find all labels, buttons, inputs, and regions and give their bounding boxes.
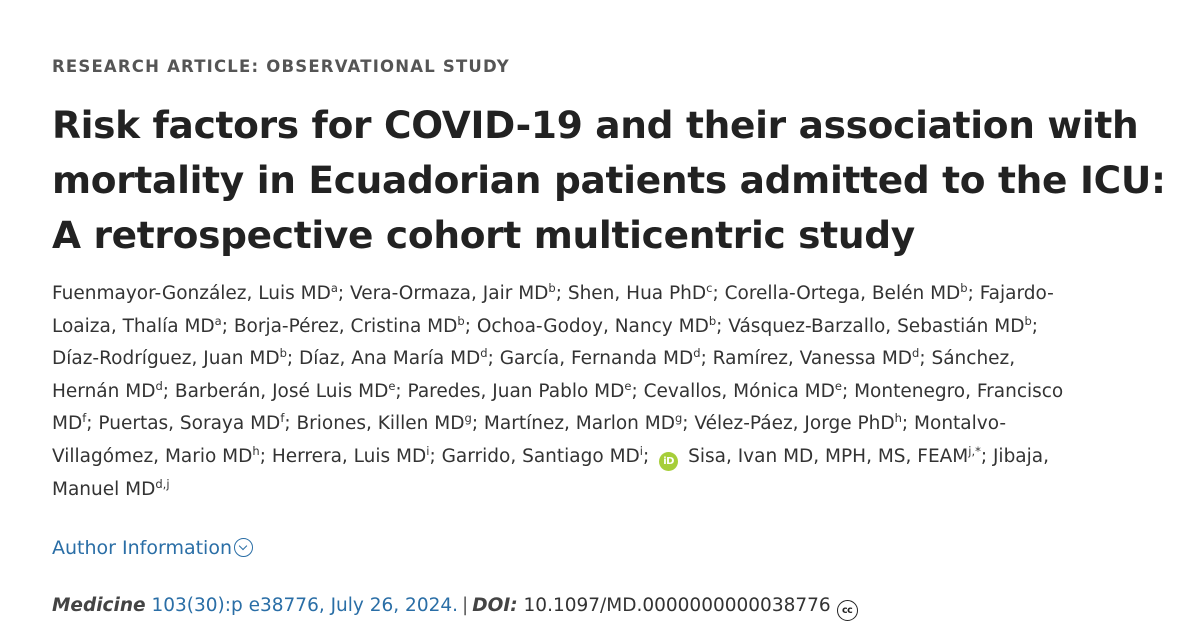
affiliation-sup: e xyxy=(834,378,842,393)
citation-separator: | xyxy=(462,595,469,616)
author-text[interactable]: ; Herrera, Luis MD xyxy=(259,445,427,467)
doi-value[interactable]: 10.1097/MD.0000000000038776 xyxy=(523,595,831,616)
affiliation-sup: b xyxy=(708,313,717,328)
author-text[interactable]: ; Puertas, Soraya MD xyxy=(86,413,281,435)
author-text[interactable]: ; Barberán, José Luis MD xyxy=(162,380,389,402)
affiliation-sup: e xyxy=(388,378,396,393)
orcid-icon[interactable]: iD xyxy=(659,451,679,471)
author-text[interactable]: ; Shen, Hua PhD xyxy=(555,283,707,304)
affiliation-sup: g xyxy=(674,411,683,426)
author-text[interactable]: ; Fajardo- xyxy=(967,283,1054,304)
author-text[interactable]: ; Jibaja, xyxy=(980,445,1050,467)
author-text[interactable]: ; Briones, Killen MD xyxy=(284,413,465,435)
author-text[interactable]: ; Corella-Ortega, Belén MD xyxy=(712,283,961,304)
author-text[interactable]: Hernán MD xyxy=(52,380,156,402)
author-information-toggle[interactable]: Author Information xyxy=(52,537,253,559)
author-text[interactable]: ; Ochoa-Godoy, Nancy MD xyxy=(464,315,709,337)
article-title-line: A retrospective cohort multicentric stud… xyxy=(52,213,915,257)
author-text[interactable]: ; Díaz, Ana María MD xyxy=(286,348,481,370)
doi-label: DOI: xyxy=(472,595,518,616)
affiliation-sup: b xyxy=(457,313,465,328)
author-text[interactable]: ; Vásquez-Barzallo, Sebastián MD xyxy=(716,315,1025,337)
author-text[interactable]: ; Montenegro, Francisco xyxy=(841,380,1064,402)
affiliation-sup: b xyxy=(548,281,556,295)
article-type-label: RESEARCH ARTICLE: OBSERVATIONAL STUDY xyxy=(52,57,510,76)
author-text[interactable]: ; Cevallos, Mónica MD xyxy=(631,380,835,402)
affiliation-sup: b xyxy=(1024,313,1032,328)
author-text[interactable]: ; Garrido, Santiago MD xyxy=(429,445,640,467)
author-text[interactable]: Sisa, Ivan MD, MPH, MS, FEAM xyxy=(688,445,969,467)
author-text[interactable]: ; Sánchez, xyxy=(919,348,1016,370)
affiliation-sup: i xyxy=(426,443,430,458)
affiliation-sup: d xyxy=(693,346,701,361)
article-title-line: mortality in Ecuadorian patients admitte… xyxy=(52,158,1166,202)
affiliation-sup: h xyxy=(252,443,260,458)
author-line: Villagómez, Mario MDh; Herrera, Luis MDi… xyxy=(52,441,1172,474)
author-text[interactable]: ; Vera-Ormaza, Jair MD xyxy=(337,283,549,304)
author-text[interactable]: ; Montalvo- xyxy=(901,413,1007,435)
author-text: ; xyxy=(642,445,650,467)
affiliation-sup: c xyxy=(706,281,713,295)
author-text[interactable]: Fuenmayor-González, Luis MD xyxy=(52,283,331,304)
author-text[interactable]: ; García, Fernanda MD xyxy=(487,348,694,370)
article-title-line: Risk factors for COVID-19 and their asso… xyxy=(52,103,1139,147)
author-text: ; xyxy=(1031,315,1038,337)
affiliation-sup: d xyxy=(155,378,163,393)
author-text[interactable]: Loaiza, Thalía MD xyxy=(52,315,215,337)
author-text[interactable]: Manuel MD xyxy=(52,478,156,500)
author-text[interactable]: Villagómez, Mario MD xyxy=(52,445,253,467)
affiliation-sup: b xyxy=(960,281,968,295)
affiliation-sup: e xyxy=(624,378,632,393)
affiliation-sup: f xyxy=(280,411,285,426)
affiliation-sup: d,j xyxy=(155,476,170,491)
author-text[interactable]: ; Ramírez, Vanessa MD xyxy=(700,348,913,370)
citation-reference-link[interactable]: 103(30):p e38776, July 26, 2024. xyxy=(151,595,459,616)
affiliation-sup: a xyxy=(214,313,222,328)
affiliation-sup: i xyxy=(639,443,643,458)
affiliation-sup: f xyxy=(82,411,87,426)
journal-name: Medicine xyxy=(52,595,146,616)
author-text[interactable]: ; Martínez, Marlon MD xyxy=(471,413,675,435)
citation-line: Medicine 103(30):p e38776, July 26, 2024… xyxy=(52,595,858,621)
author-line: Manuel MDd,j xyxy=(52,474,1172,507)
author-text[interactable]: Díaz-Rodríguez, Juan MD xyxy=(52,348,280,370)
author-line: Loaiza, Thalía MDa; Borja-Pérez, Cristin… xyxy=(52,311,1172,344)
cc-icon[interactable]: cc xyxy=(836,600,858,621)
affiliation-sup: a xyxy=(330,281,338,295)
author-text[interactable]: MD xyxy=(52,413,83,435)
article-title: Risk factors for COVID-19 and their asso… xyxy=(52,98,1166,263)
author-information-label[interactable]: Author Information xyxy=(52,537,232,559)
affiliation-sup: h xyxy=(894,411,902,426)
affiliation-sup: d xyxy=(912,346,920,361)
author-text[interactable]: ; Vélez-Páez, Jorge PhD xyxy=(682,413,895,435)
affiliation-sup: g xyxy=(464,411,472,426)
author-line: Hernán MDd; Barberán, José Luis MDe; Par… xyxy=(52,376,1172,409)
affiliation-sup: d xyxy=(480,346,488,361)
affiliation-sup: b xyxy=(279,346,287,361)
author-text[interactable]: ; Paredes, Juan Pablo MD xyxy=(395,380,625,402)
author-line: Fuenmayor-González, Luis MDa; Vera-Ormaz… xyxy=(52,278,1172,311)
author-line: MDf; Puertas, Soraya MDf; Briones, Kille… xyxy=(52,408,1172,441)
author-text[interactable]: ; Borja-Pérez, Cristina MD xyxy=(221,315,458,337)
chevron-down-icon[interactable] xyxy=(234,538,253,557)
author-list: Fuenmayor-González, Luis MDa; Vera-Ormaz… xyxy=(52,278,1172,506)
affiliation-sup: j,* xyxy=(968,443,981,458)
author-line: Díaz-Rodríguez, Juan MDb; Díaz, Ana Marí… xyxy=(52,343,1172,376)
